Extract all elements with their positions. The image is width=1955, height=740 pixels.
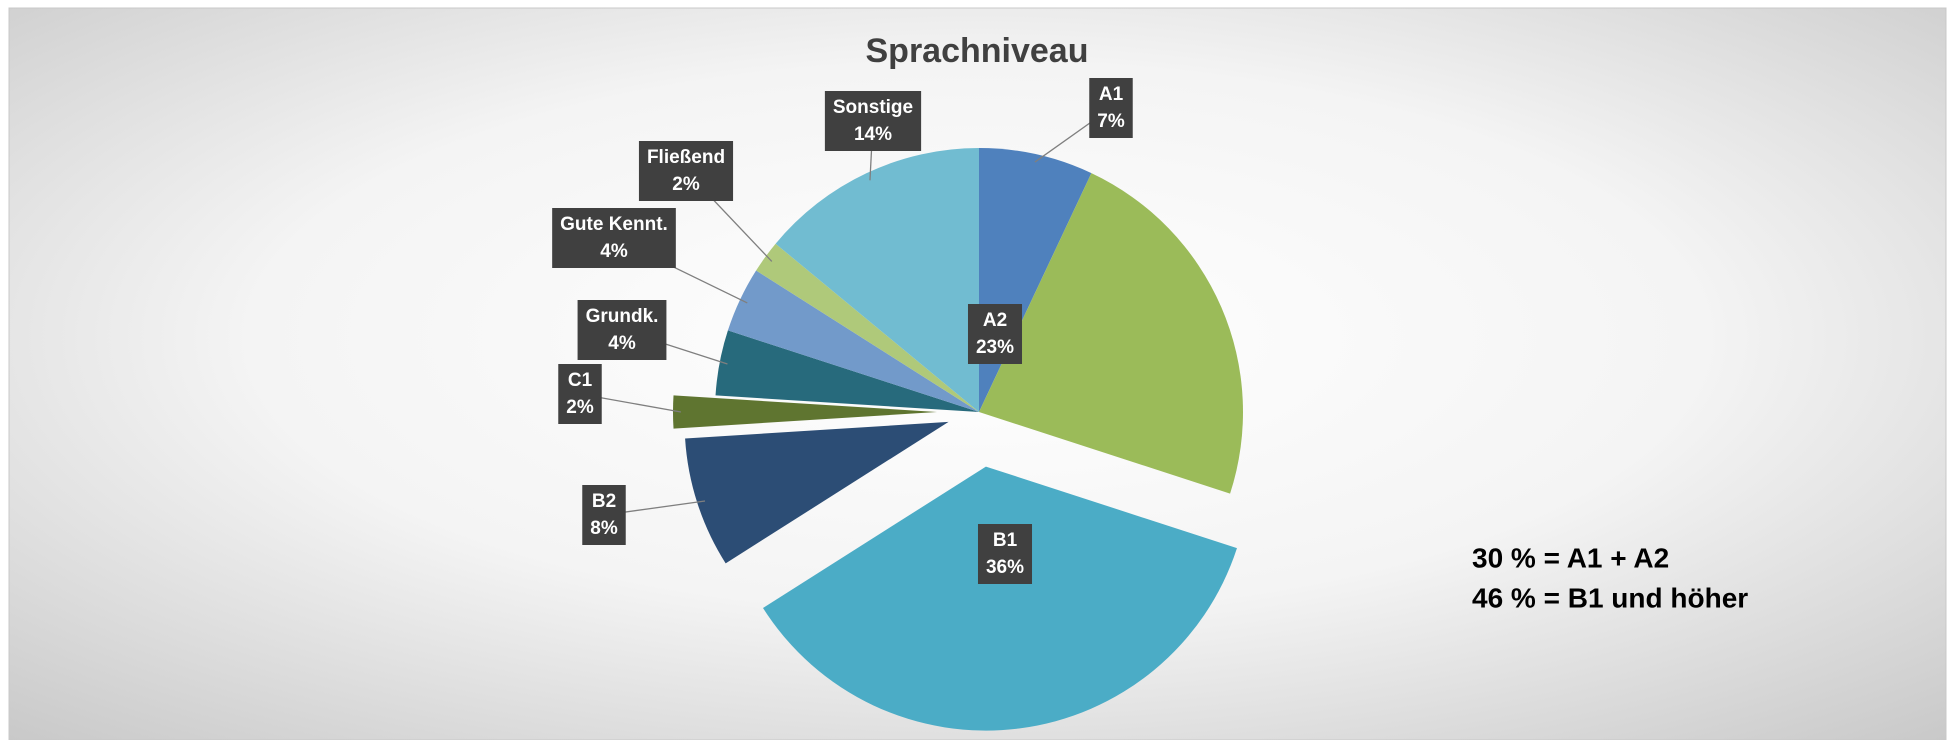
label-value: 14% bbox=[854, 124, 892, 145]
label-box bbox=[1089, 78, 1133, 138]
label-value: 8% bbox=[590, 518, 618, 539]
label-value: 4% bbox=[608, 333, 636, 354]
pie-slice bbox=[727, 270, 979, 412]
data-label: Fließend 2% bbox=[638, 141, 734, 201]
label-box bbox=[824, 91, 922, 151]
label-name: B1 bbox=[993, 530, 1018, 551]
label-box bbox=[638, 141, 734, 201]
label-box bbox=[577, 300, 667, 360]
label-name: B2 bbox=[592, 491, 616, 512]
label-value: 36% bbox=[986, 557, 1024, 578]
chart-title: Sprachniveau bbox=[866, 32, 1089, 70]
label-box bbox=[558, 364, 602, 424]
label-box bbox=[552, 208, 676, 268]
label-box bbox=[967, 304, 1023, 364]
label-box bbox=[582, 485, 626, 545]
pie-slice bbox=[756, 243, 979, 412]
data-label: Gute Kennt. 4% bbox=[552, 208, 676, 268]
pie-slice bbox=[775, 148, 979, 412]
label-value: 2% bbox=[566, 397, 594, 418]
data-label: C12% bbox=[558, 364, 602, 424]
label-name: C1 bbox=[568, 370, 593, 391]
data-label: Sonstige 14% bbox=[824, 91, 922, 151]
annotation: 30 % = A1 + A2 bbox=[1472, 542, 1669, 573]
label-value: 23% bbox=[976, 337, 1014, 358]
label-name: A1 bbox=[1099, 84, 1124, 105]
label-value: 4% bbox=[600, 241, 628, 262]
label-name: Fließend bbox=[647, 147, 725, 168]
label-value: 7% bbox=[1097, 111, 1125, 132]
data-label: A17% bbox=[1089, 78, 1133, 138]
label-name: Sonstige bbox=[833, 97, 913, 118]
label-box bbox=[977, 524, 1033, 584]
label-name: A2 bbox=[983, 310, 1007, 331]
data-label: B28% bbox=[582, 485, 626, 545]
pie-slice bbox=[979, 173, 1243, 494]
label-name: Gute Kennt. bbox=[560, 214, 668, 235]
pie-slice bbox=[715, 330, 979, 412]
annotation: 46 % = B1 und höher bbox=[1472, 582, 1748, 613]
label-name: Grundk. bbox=[586, 306, 659, 327]
pie-slice bbox=[762, 466, 1237, 731]
pie-slice bbox=[673, 395, 937, 429]
data-label: Grundk. 4% bbox=[577, 300, 667, 360]
label-value: 2% bbox=[672, 174, 700, 195]
pie-slice bbox=[685, 421, 949, 564]
